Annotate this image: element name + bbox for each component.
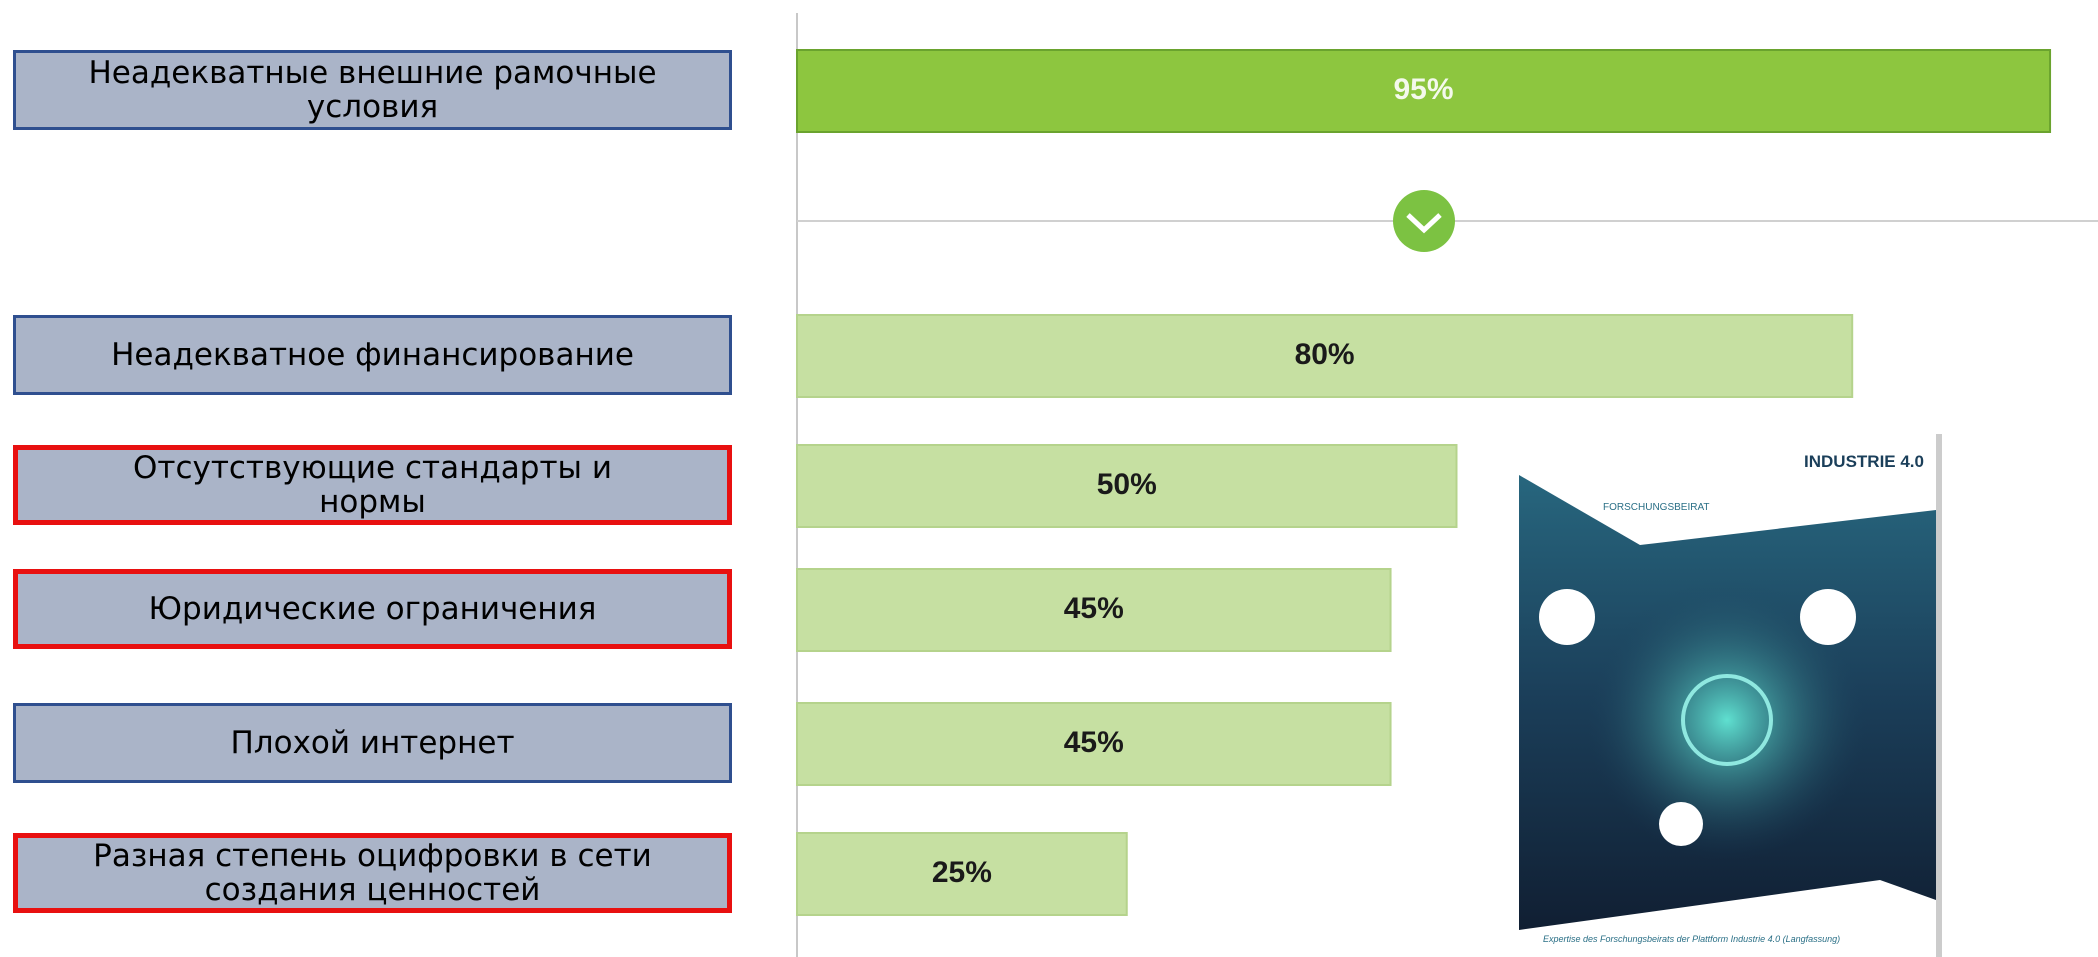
value-label: 50%: [1097, 468, 1157, 501]
value-label: 95%: [1394, 73, 1454, 106]
chevron-badge: [1393, 190, 1455, 252]
cover-dot: [1800, 589, 1856, 645]
cover-brand: INDUSTRIE 4.0: [1804, 452, 1924, 471]
category-label: Неадекватные внешние рамочные условия: [13, 50, 732, 130]
cover: INDUSTRIE 4.0 FORSCHUNGSBEIRAT Expertise…: [1519, 428, 1942, 957]
category-label: Отсутствующие стандарты и нормы: [13, 445, 732, 525]
category-label: Неадекватное финансирование: [13, 315, 732, 395]
cover-dot: [1659, 802, 1703, 846]
cover-section: FORSCHUNGSBEIRAT: [1603, 502, 1710, 513]
value-label: 80%: [1295, 338, 1355, 371]
cover-dot: [1539, 589, 1595, 645]
value-label: 45%: [1064, 726, 1124, 759]
category-label: Плохой интернет: [13, 703, 732, 783]
category-label: Разная степень оцифровки в сети создания…: [13, 833, 732, 913]
cover-caption: Expertise des Forschungsbeirats der Plat…: [1543, 934, 1840, 944]
category-label: Юридические ограничения: [13, 569, 732, 649]
page: 95% 80% 50% 45% 45% 25% INDUSTRIE 4.0 FORSCHU…: [0, 0, 2098, 957]
value-label: 45%: [1064, 592, 1124, 625]
value-label: 25%: [932, 856, 992, 889]
